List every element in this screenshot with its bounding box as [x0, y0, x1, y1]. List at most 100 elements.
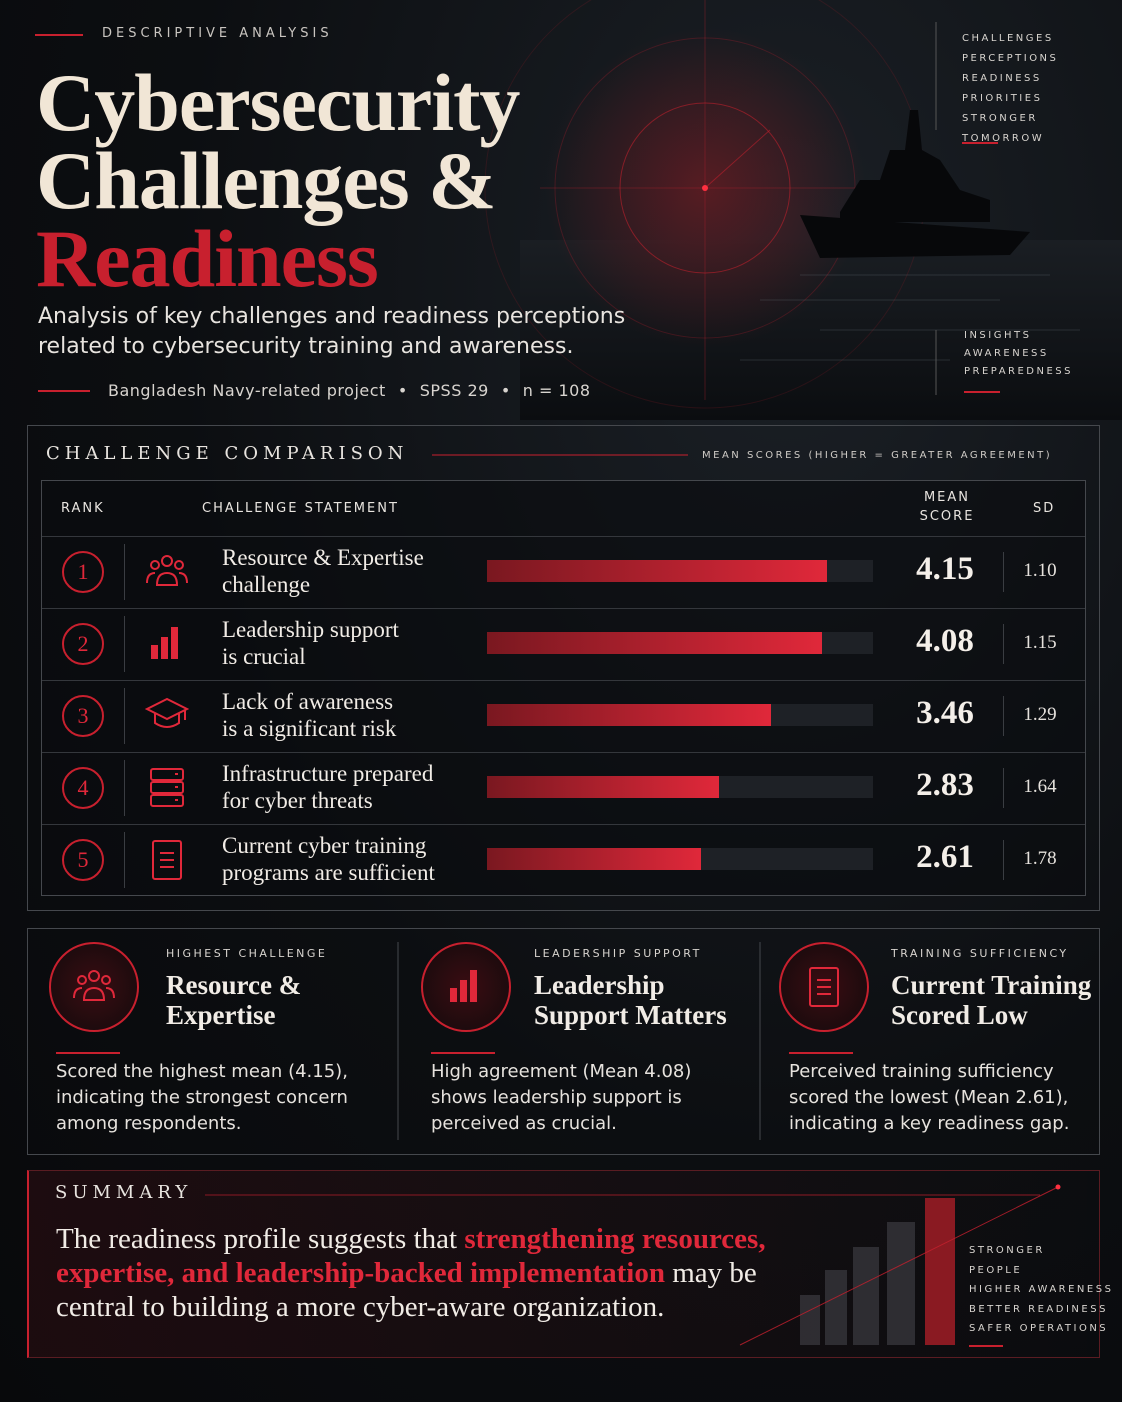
card-title: Current Training Scored Low	[891, 970, 1092, 1030]
card-text: High agreement (Mean 4.08) shows leaders…	[431, 1061, 692, 1134]
col-divider	[1003, 696, 1004, 736]
summary-panel	[27, 1170, 1100, 1358]
bar	[487, 704, 771, 726]
side-item: SAFER OPERATIONS	[969, 1323, 1109, 1334]
summary-side: STRONGER PEOPLE HIGHER AWARENESS BETTER REA…	[969, 1241, 1113, 1339]
meta-item: SPSS 29	[419, 381, 489, 400]
icon-svg	[73, 970, 115, 1001]
mean-score: 4.08	[916, 623, 974, 659]
col-divider	[1003, 624, 1004, 664]
icon	[145, 767, 189, 811]
side-item: PEOPLE	[969, 1264, 1023, 1276]
column-header: SD	[1033, 501, 1056, 516]
summary-text-part: may be central to building a more cyber-…	[56, 1257, 757, 1323]
side-nav: CHALLENGES PERCEPTIONS READINESS PRIORITIES…	[962, 29, 1122, 149]
table-panel	[27, 425, 1100, 911]
icon	[145, 551, 189, 595]
statement-line: is a significant risk	[222, 716, 397, 741]
card-rule	[789, 1052, 853, 1054]
mean-score: 2.61	[916, 839, 974, 875]
statement-line: Lack of awareness	[222, 689, 394, 714]
icon-svg	[144, 697, 190, 728]
side-item: INSIGHTS	[964, 330, 1032, 341]
statement-line: Current cyber training	[222, 833, 427, 858]
summary-highlight: strengthening resources, expertise, and …	[56, 1223, 766, 1289]
row-divider	[42, 680, 1085, 681]
side-item: STRONGER TOMORROW	[962, 113, 1045, 144]
icon-svg	[450, 970, 477, 1002]
statement-line: Leadership support	[222, 617, 399, 642]
card-rule	[431, 1052, 495, 1054]
meta-item: Bangladesh Navy-related project	[108, 381, 386, 400]
meta: Bangladesh Navy-related project • SPSS 29 •…	[108, 381, 591, 400]
statement-line: Resource & Expertise	[222, 545, 424, 570]
icon-svg	[150, 768, 184, 807]
bar	[487, 776, 720, 798]
rank: 3	[62, 695, 104, 737]
mean-score: 4.15	[916, 551, 974, 587]
card-icon	[49, 942, 139, 1032]
col-divider	[124, 688, 125, 744]
side-nav: INSIGHTS AWARENESS PREPAREDNESS	[964, 327, 1073, 381]
card-title: Leadership Support Matters	[534, 970, 727, 1030]
rank: 4	[62, 767, 104, 809]
row-divider-top	[42, 536, 1085, 537]
subtitle-line: related to cybersecurity training and aw…	[38, 334, 574, 359]
card-title: Resource & Expertise	[166, 970, 302, 1030]
title-line: Challenges &	[36, 135, 497, 226]
side-item: READINESS	[962, 73, 1042, 84]
cards-panel	[27, 928, 1100, 1155]
icon-svg	[146, 555, 188, 586]
col-divider	[124, 616, 125, 672]
title-line: Cybersecurity	[36, 57, 520, 148]
summary-text-part: The readiness profile suggests that	[56, 1223, 465, 1255]
icon	[144, 695, 190, 739]
side-item: AWARENESS	[964, 348, 1049, 359]
card-icon	[779, 942, 869, 1032]
table	[41, 480, 1086, 896]
icon	[145, 623, 189, 667]
rank: 5	[62, 839, 104, 881]
icon-svg	[809, 967, 839, 1007]
table-note: MEAN SCORES (HIGHER = GREATER AGREEMENT)	[702, 450, 1053, 461]
side-item: HIGHER AWARENESS	[969, 1284, 1114, 1295]
side-item: PREPAREDNESS	[964, 366, 1073, 377]
col-divider	[124, 544, 125, 600]
statement: Resource & Expertise challenge	[222, 544, 424, 598]
card-rule	[56, 1052, 120, 1054]
icon-svg	[151, 627, 178, 659]
statement-line: for cyber threats	[222, 788, 373, 813]
card-eyebrow: TRAINING SUFFICIENCY	[891, 947, 1069, 960]
sd: 1.15	[1023, 632, 1057, 653]
mean-score: 3.46	[916, 695, 974, 731]
mean-score: 2.83	[916, 767, 974, 803]
row-divider	[42, 824, 1085, 825]
column-header: CHALLENGE STATEMENT	[202, 501, 399, 516]
subtitle-line: Analysis of key challenges and readiness…	[38, 304, 626, 329]
col-divider	[1003, 840, 1004, 880]
statement-line: Infrastructure prepared	[222, 761, 434, 786]
sd: 1.10	[1023, 560, 1057, 581]
card-text: Perceived training sufficiency scored th…	[789, 1061, 1070, 1134]
meta-item: n = 108	[522, 381, 591, 400]
row-divider	[42, 608, 1085, 609]
statement-line: challenge	[222, 572, 311, 597]
side-item: BETTER READINESS	[969, 1303, 1108, 1315]
side-item: CHALLENGES	[962, 33, 1054, 44]
card-eyebrow: HIGHEST CHALLENGE	[166, 947, 328, 960]
title: Cybersecurity Challenges & Readiness	[36, 57, 520, 304]
rank: 1	[62, 551, 104, 593]
table-title: CHALLENGE COMPARISON	[46, 443, 409, 464]
column-header: MEAN SCORE	[919, 490, 975, 524]
statement: Lack of awareness is a significant risk	[222, 688, 396, 742]
col-divider	[124, 832, 125, 888]
summary-text: The readiness profile suggests that stre…	[56, 1222, 786, 1324]
eyebrow: DESCRIPTIVE ANALYSIS	[102, 26, 333, 41]
title-line: Readiness	[36, 213, 379, 304]
icon	[145, 839, 189, 883]
bar	[487, 848, 702, 870]
statement: Leadership support is crucial	[222, 616, 399, 670]
side-item: PERCEPTIONS	[962, 53, 1059, 64]
col-divider	[124, 760, 125, 816]
